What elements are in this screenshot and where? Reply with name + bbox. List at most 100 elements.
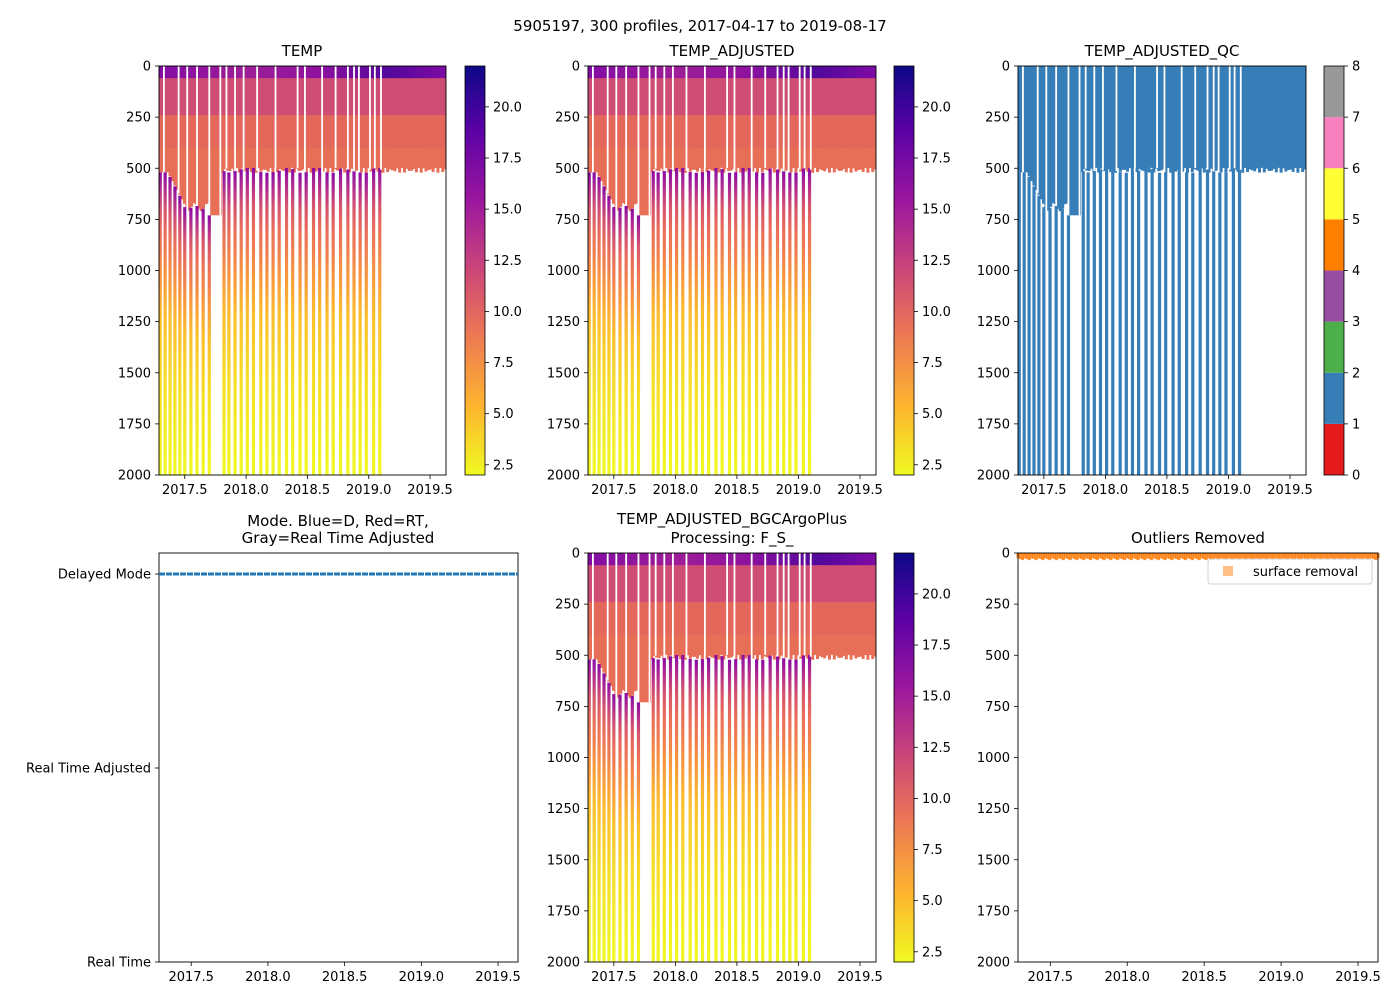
outlier-point: [1299, 553, 1303, 561]
temp-gap: [219, 66, 222, 216]
mode-ytick-label: Real Time Adjusted: [26, 762, 151, 777]
temp_adjusted-deep-profile: [624, 205, 628, 475]
temp_adjusted-deep-profile: [761, 172, 765, 475]
bgcargoplus-deep-profile: [707, 657, 711, 962]
temp_adjusted-deep-profile: [612, 207, 616, 475]
outliers-ytick-label: 750: [985, 700, 1010, 715]
bgcargoplus-colorbar-frame: [893, 552, 915, 963]
temp_adjusted-deep-profile: [681, 167, 685, 475]
outlier-point: [1054, 553, 1059, 561]
temp_adjusted_qc-mixed-layer-slice: [1118, 66, 1122, 172]
temp_adjusted_qc-deep-profile: [1171, 167, 1175, 475]
temp-deep-profile: [259, 172, 263, 475]
temp-deep-profile: [277, 170, 281, 475]
bgcargoplus-colorbar-label: 10.0: [922, 792, 951, 807]
temp_adjusted-colorbar-label: 2.5: [922, 458, 943, 473]
bgcargoplus-xtick-label: 2019.5: [837, 970, 883, 985]
bgcargoplus-ytick-label: 1000: [547, 751, 580, 766]
bgcargoplus-gap: [803, 553, 806, 656]
temp_adjusted-ytick-label: 500: [555, 162, 580, 177]
temp_adjusted_qc-gap: [1180, 66, 1183, 173]
temp_adjusted_qc-mixed-layer-slice: [1123, 66, 1127, 170]
temp_adjusted_qc-mixed-layer-slice: [1039, 66, 1043, 200]
outlier-point: [1245, 553, 1249, 561]
temp_adjusted_qc-gap: [1217, 66, 1220, 170]
temp_adjusted-deep-profile: [775, 169, 780, 475]
outliers-xtick-label: 2019.0: [1258, 970, 1304, 985]
temp_adjusted_qc-mixed-layer-slice: [1219, 66, 1223, 173]
temp_adjusted_qc-mixed-layer-slice: [1258, 66, 1261, 173]
temp_adjusted_qc-ytick-label: 0: [1002, 60, 1010, 75]
title-outliers: Outliers Removed: [1131, 529, 1265, 547]
temp-colorbar-label: 2.5: [493, 458, 514, 473]
temp_adjusted_qc-ytick-label: 750: [985, 213, 1010, 228]
temp_adjusted_qc-mixed-layer-slice: [1262, 66, 1266, 173]
bgcargoplus-ytick-label: 250: [555, 598, 580, 613]
temp_adjusted-colorbar-gradient: [894, 66, 914, 475]
temp-xtick-label: 2019.0: [346, 483, 392, 498]
outlier-point: [1263, 553, 1267, 560]
bgcargoplus-colorbar-label: 20.0: [922, 587, 951, 602]
temp-gap: [186, 66, 189, 211]
outlier-point: [1156, 553, 1161, 561]
bgcargoplus-gap: [654, 553, 657, 656]
outliers-frame: [1017, 552, 1379, 963]
temp_adjusted-deep-profile: [656, 172, 660, 475]
temp_adjusted_qc-colorbar-label: 2: [1352, 366, 1360, 381]
temp_adjusted_qc-deep-profile: [1027, 177, 1031, 475]
temp-ytick-label: 250: [126, 111, 151, 126]
temp-gap: [196, 66, 198, 206]
outlier-point: [1131, 553, 1136, 559]
mode-xtick-label: 2017.5: [168, 970, 214, 985]
temp_adjusted-deep-profile: [668, 169, 673, 475]
outlier-point: [1032, 553, 1036, 560]
outlier-point: [1315, 553, 1319, 559]
temp_adjusted_qc-deep-profile: [1098, 169, 1103, 475]
bgcargoplus-deep-profile: [651, 658, 655, 962]
temp-gap: [321, 66, 324, 173]
temp_adjusted_qc-deep-profile: [1081, 171, 1085, 475]
outlier-point: [1021, 553, 1025, 561]
temp-deep-profile: [233, 171, 237, 475]
temp_adjusted_qc-gap: [1115, 66, 1118, 171]
temp_adjusted_qc-deep-profile: [1086, 172, 1090, 475]
temp-thermocline: [159, 78, 446, 116]
temp_adjusted-gap: [685, 66, 688, 171]
temp_adjusted_qc-deep-profile: [1218, 172, 1222, 475]
temp-deep-profile: [325, 172, 329, 475]
outlier-point: [1168, 553, 1172, 560]
bgcargoplus-deep-profile: [720, 656, 724, 962]
temp-deep-profile: [291, 169, 295, 475]
temp_adjusted-gap: [764, 66, 767, 168]
temp_adjusted_qc-deep-profile: [1164, 172, 1168, 475]
outlier-point: [1195, 553, 1199, 560]
temp_adjusted_qc-colorbar-band: [1324, 321, 1344, 373]
bgcargoplus-deep-profile: [782, 658, 786, 962]
temp-deep-profile: [173, 186, 177, 475]
bgcargoplus-deep-profile: [734, 659, 738, 962]
temp_adjusted-deep-profile: [607, 195, 611, 475]
outlier-point: [1082, 553, 1086, 561]
temp_adjusted_qc-gap: [1163, 66, 1166, 173]
bgcargoplus-xtick-label: 2017.5: [591, 970, 637, 985]
temp_adjusted_qc-colorbar-label: 7: [1352, 111, 1360, 126]
colorbar-temp: 2.5 5.0 7.5 10.0 12.5 15.0 17.5 20.0: [464, 65, 522, 476]
temp-deep-profile: [298, 172, 302, 475]
temp_adjusted-gap: [809, 66, 812, 170]
temp-deep-profile: [159, 172, 162, 475]
temp_adjusted_qc-mixed-layer-slice: [1296, 66, 1300, 173]
temp-gap: [346, 66, 349, 170]
temp-gap: [274, 66, 277, 168]
outlier-point: [1075, 553, 1079, 561]
outlier-point: [1267, 553, 1272, 559]
outlier-point: [1034, 553, 1038, 561]
bgcargoplus-colorbar-label: 5.0: [922, 894, 943, 909]
outlier-point: [1360, 553, 1364, 561]
temp_adjusted_qc-mixed-layer-slice: [1286, 66, 1290, 171]
outlier-point: [1186, 553, 1190, 559]
outlier-point: [1045, 553, 1050, 560]
outlier-point: [1362, 553, 1367, 559]
temp_adjusted_qc-mixed-layer-slice: [1169, 66, 1173, 173]
outlier-point: [1109, 553, 1113, 561]
temp_adjusted-deep-profile: [602, 186, 606, 475]
